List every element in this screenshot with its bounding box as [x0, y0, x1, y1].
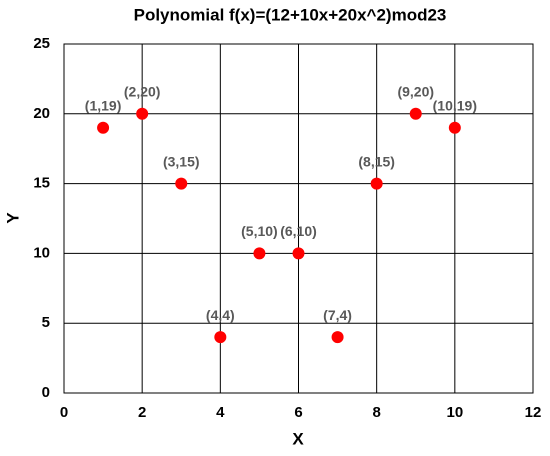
point	[253, 247, 266, 260]
point	[136, 107, 149, 120]
data-label: (8,15)	[358, 153, 395, 169]
point	[175, 177, 188, 190]
point	[331, 331, 344, 344]
y-axis-label: Y	[3, 212, 22, 224]
data-label: (7,4)	[323, 307, 352, 323]
point	[448, 121, 461, 134]
y-tick-label: 10	[33, 244, 50, 261]
data-label: (10,19)	[433, 97, 477, 113]
point	[370, 177, 383, 190]
y-tick-label: 20	[33, 105, 50, 122]
data-label: (9,20)	[397, 84, 434, 100]
chart-title: Polynomial f(x)=(12+10x+20x^2)mod23	[134, 5, 447, 24]
x-tick-label: 4	[216, 404, 225, 421]
data-label: (6,10)	[280, 223, 317, 239]
data-label: (1,19)	[85, 97, 122, 113]
point	[214, 331, 227, 344]
x-tick-label: 10	[446, 404, 463, 421]
x-tick-label: 0	[60, 404, 68, 421]
x-tick-label: 12	[525, 404, 542, 421]
data-label: (4,4)	[206, 307, 235, 323]
data-label: (5,10)	[241, 223, 278, 239]
point	[97, 121, 110, 134]
y-tick-label: 0	[42, 384, 50, 401]
y-tick-label: 15	[33, 175, 50, 192]
point	[292, 247, 305, 260]
y-tick-label: 25	[33, 35, 50, 52]
x-axis-label: X	[292, 429, 304, 448]
y-tick-label: 5	[42, 314, 50, 331]
x-tick-label: 6	[294, 404, 302, 421]
point	[409, 107, 422, 120]
data-label: (2,20)	[124, 84, 161, 100]
x-tick-label: 2	[138, 404, 146, 421]
x-tick-label: 8	[372, 404, 380, 421]
data-label: (3,15)	[163, 153, 200, 169]
